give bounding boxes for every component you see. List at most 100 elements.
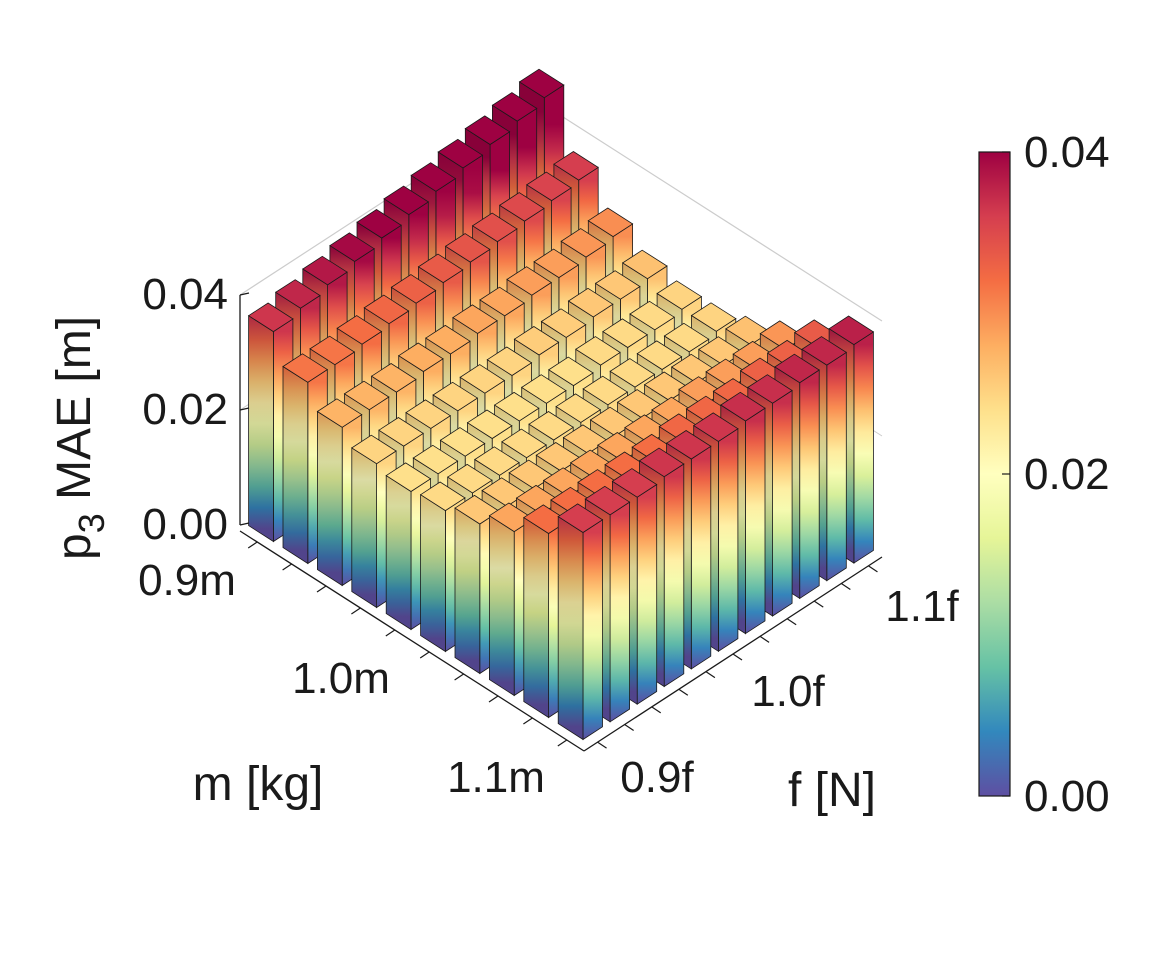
f-tick-label: 1.0f [751,667,825,716]
bars-group [247,68,875,741]
bar-face-top [425,324,471,355]
bar-face-top [513,326,560,356]
bar-face-top [412,444,459,475]
bar-face-left [690,445,712,670]
bar-face-top [638,447,685,478]
f-tick [597,741,607,749]
bar-face-top [432,381,479,412]
bar-face-top [336,315,383,345]
bar-face-top [316,398,363,428]
bar-face-top [506,266,553,296]
bar-face-top [656,280,703,310]
f-tick [678,688,689,696]
bar-r9-c0 [557,503,604,741]
f-tick-label: 1.1f [885,582,959,631]
bar-face-left [636,483,658,705]
m-tick [282,563,292,571]
bar-face-top [439,427,486,457]
bar-face-top [378,417,424,447]
f-tick [841,582,851,590]
bar-face-top [518,68,565,99]
bar-face-top [520,374,567,404]
bar-face-top [629,300,676,331]
bar-face-top [446,463,493,494]
bar-face-left [772,389,793,617]
bar-face-right [454,507,481,675]
bar-face-left [718,427,739,653]
f-tick [651,706,662,714]
m-tick-label: 0.9m [138,556,236,605]
m-tick [557,739,568,747]
bar-face-top [385,462,432,492]
bar-face-top [774,353,820,384]
bar-face-top [560,228,607,258]
m-tick [385,629,396,637]
bar-face-top [351,434,397,465]
bar-face-top [828,315,875,346]
bar-face-top [417,253,464,284]
bar-face-top [665,430,712,460]
f-tick [759,635,770,643]
bar-face-top [274,279,321,309]
bar-face-left [609,501,630,723]
bar-face-top [419,481,466,512]
bar-face-top [553,151,599,181]
bar-face-top [410,162,457,192]
bar-face-top [720,391,766,422]
bar-face-top [528,411,574,441]
f-axis-label: f [N] [788,764,876,817]
z-axis-label: p3 MAE [m] [48,316,112,560]
m-tick-label: 1.0m [292,654,390,703]
bar-face-left [745,407,766,635]
m-tick [419,651,430,659]
bar-face-top [609,358,656,388]
bar-face-top [282,353,329,383]
bar-face-top [486,346,533,376]
bar-face-top [747,374,793,404]
bar-face-top [602,318,648,348]
bar-face-right [248,314,274,543]
bar-face-top [548,356,594,387]
m-tick [316,585,327,593]
bar-face-top [621,249,668,280]
bar-face-top [302,255,348,286]
bar-face-top [493,391,540,422]
bar-face-right [316,410,343,587]
bar-face-top [498,192,545,222]
bar-face-top [540,308,587,338]
bar-face-top [491,92,538,122]
bar-face-top [370,363,417,393]
f-tick [813,600,824,608]
bar-face-top [247,302,294,333]
bar-face-top [466,409,513,439]
bar-face-top [555,393,602,423]
z-tick-label: 0.04 [142,270,228,319]
bar-face-top [636,340,683,370]
bar-face-top [582,375,629,406]
bar-face-top [405,399,452,429]
bar-face-right [385,474,412,631]
bar-face-right [420,493,446,653]
bar-face-right [523,516,549,719]
bar-face-top [501,428,547,459]
bar-face-top [533,248,580,279]
f-axis: 0.9f 1.0f 1.1f [583,556,959,802]
bar-face-right [557,515,584,741]
bar-face-top [363,294,410,325]
bar-face-top [663,322,710,353]
bar-face-top [526,171,572,202]
bar-face-top [383,185,430,216]
z-tick-label: 0.02 [142,385,228,434]
bar-face-top [594,270,641,300]
bar-face-top [575,336,621,366]
bar-face-left [826,351,847,582]
bar-face-left [663,463,685,688]
bar-face-top [587,207,634,238]
bar-face-top [801,336,848,366]
bar-face-top [452,304,498,334]
bar-face-right [351,447,378,609]
m-axis-line [239,530,585,752]
bar-face-top [309,335,356,366]
bar-face-top [343,380,390,411]
f-tick-label: 0.9f [620,753,694,802]
